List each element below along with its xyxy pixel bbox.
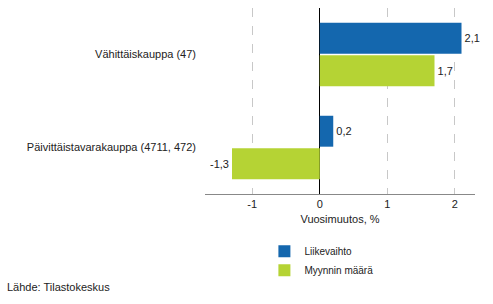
svg-text:2,1: 2,1 [465,32,480,44]
svg-text:Päivittäistavarakauppa (4711,: Päivittäistavarakauppa (4711, 472) [27,141,196,153]
svg-text:Liikevaihto: Liikevaihto [304,246,352,257]
svg-text:Vähittäiskauppa (47): Vähittäiskauppa (47) [95,48,196,60]
svg-text:0: 0 [317,198,323,210]
svg-text:1,7: 1,7 [438,65,453,77]
svg-text:-1: -1 [247,198,257,210]
svg-text:Myynnin määrä: Myynnin määrä [304,265,373,276]
svg-text:Lähde: Tilastokeskus: Lähde: Tilastokeskus [7,281,110,293]
svg-text:0,2: 0,2 [336,125,351,137]
svg-text:2: 2 [452,198,458,210]
svg-text:-1,3: -1,3 [210,158,229,170]
svg-text:Vuosimuutos, %: Vuosimuutos, % [300,213,379,225]
svg-text:1: 1 [384,198,390,210]
